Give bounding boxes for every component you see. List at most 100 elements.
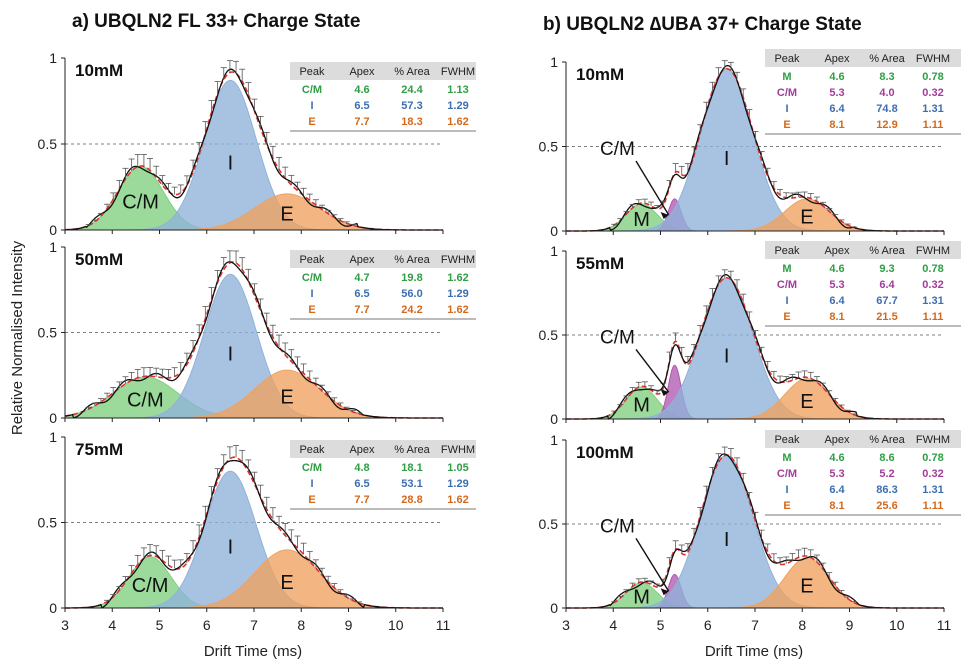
table-cell: 24.4 [401,84,423,96]
y-tick-label: 0.5 [38,515,58,531]
table-cell: 1.62 [447,116,468,128]
table-header-cell: Peak [299,444,325,456]
table-header-cell: Apex [349,254,375,266]
table-cell: 9.3 [879,263,894,275]
table-header-cell: % Area [394,66,430,78]
peak-label-i: I [724,529,730,551]
peak-label-e: E [800,207,813,229]
table-cell: 74.8 [876,103,897,115]
concentration-label: 75mM [75,440,123,459]
table-cell: 1.29 [447,478,468,490]
y-tick-label: 1 [49,239,57,255]
x-axis-title-b: Drift Time (ms) [705,643,803,660]
table-header-cell: FWHM [441,444,475,456]
table-header-cell: % Area [394,444,430,456]
table-cell: 1.29 [447,288,468,300]
table-header-bg [290,440,476,458]
table-header-cell: Apex [349,444,375,456]
x-tick-label: 6 [704,617,712,633]
table-header-cell: FWHM [916,434,950,446]
callout-arrowhead [660,211,669,219]
table-cell: C/M [777,87,797,99]
table-cell: 4.6 [354,84,369,96]
table-cell: 1.29 [447,100,468,112]
x-tick-label: 10 [388,617,404,633]
table-header-bg [765,430,961,448]
table-cell: 4.7 [354,272,369,284]
table-cell: 0.78 [922,71,943,83]
peak-label-m: M [633,587,650,609]
table-cell: 6.4 [829,103,845,115]
table-header-cell: Peak [774,53,800,65]
table-cell: 6.4 [879,279,895,291]
table-header-bg [765,241,961,259]
x-tick-label: 9 [345,617,353,633]
table-cell: 1.11 [923,119,944,131]
table-cell: 8.3 [879,71,894,83]
table-cell: E [783,311,790,323]
x-tick-label: 11 [937,617,952,633]
peak-label-m: M [633,209,650,231]
table-cell: I [785,484,788,496]
table-header-cell: Peak [299,66,325,78]
table-cell: 0.78 [922,263,943,275]
x-tick-label: 3 [562,617,570,633]
table-cell: M [782,452,791,464]
concentration-label: 10mM [576,65,624,84]
x-tick-label: 4 [609,617,617,633]
table-cell: 6.5 [354,100,369,112]
table-cell: 1.31 [922,484,943,496]
x-tick-label: 5 [156,617,164,633]
x-tick-label: 11 [436,617,451,633]
x-tick-label: 6 [203,617,211,633]
y-tick-label: 1 [550,432,558,448]
table-cell: 4.6 [829,263,844,275]
table-header-bg [290,250,476,268]
peak-label-e: E [280,386,293,408]
table-header-cell: Apex [824,53,850,65]
table-cell: 4.8 [354,462,369,474]
table-cell: 6.4 [829,484,845,496]
concentration-label: 55mM [576,254,624,273]
callout-label: C/M [600,516,635,537]
x-tick-label: 5 [657,617,665,633]
fit-sum-line [64,261,443,419]
concentration-label: 10mM [75,61,123,80]
table-cell: M [782,263,791,275]
table-cell: E [308,304,315,316]
y-tick-label: 0 [550,411,558,427]
table-header-cell: Peak [774,434,800,446]
table-cell: I [310,478,313,490]
y-tick-label: 0.5 [539,516,559,532]
y-tick-label: 0.5 [539,327,559,343]
table-cell: 56.0 [401,288,422,300]
y-tick-label: 1 [550,243,558,259]
table-cell: 67.7 [876,295,897,307]
peak-label-c-m: C/M [132,575,169,597]
table-cell: C/M [777,468,797,480]
table-cell: 8.1 [829,311,844,323]
y-tick-label: 0 [49,410,57,426]
table-cell: 7.7 [354,494,369,506]
table-cell: I [310,288,313,300]
table-cell: 1.11 [923,500,944,512]
x-axis-title-a: Drift Time (ms) [204,643,302,660]
table-header-cell: % Area [394,254,430,266]
table-cell: 4.0 [879,87,894,99]
table-cell: 8.1 [829,500,844,512]
table-cell: C/M [302,272,322,284]
table-cell: 4.6 [829,71,844,83]
table-cell: 86.3 [876,484,897,496]
callout-arrow [635,348,670,393]
peak-label-i: I [724,345,730,367]
table-cell: 5.3 [829,468,844,480]
table-header-cell: FWHM [916,53,950,65]
table-header-cell: FWHM [441,254,475,266]
table-cell: 0.78 [922,452,943,464]
x-tick-label: 9 [846,617,854,633]
table-cell: E [783,500,790,512]
table-cell: 12.9 [876,119,897,131]
table-header-cell: Apex [824,245,850,257]
